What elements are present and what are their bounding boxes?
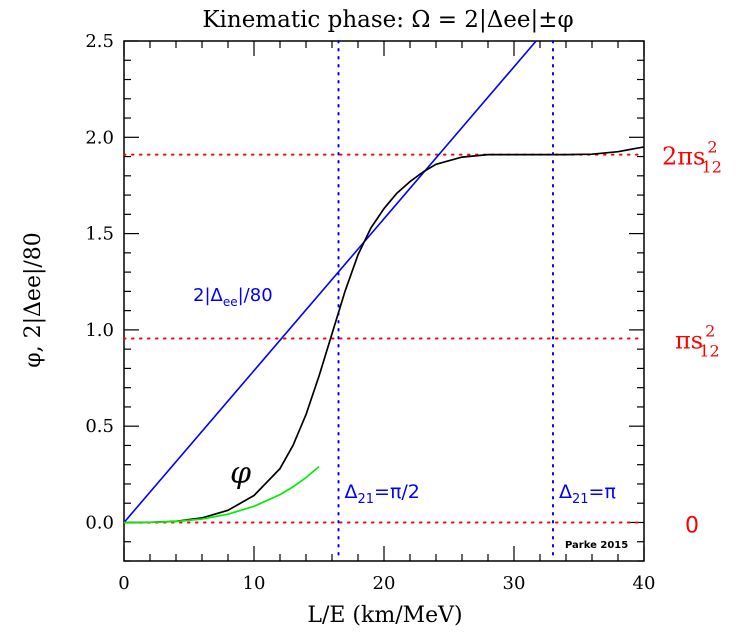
x-tick-label: 10 [243,573,266,594]
hline-label: 0 [685,513,699,538]
hline-label: πs 2 12 [675,322,720,361]
chart-title: Kinematic phase: Ω = 2|Δee|±φ [202,7,573,33]
hline-label: 2πs 2 12 [662,138,722,177]
phi-label: φ [230,456,251,491]
vline-label: Δ21=π [559,481,616,507]
credit-label: Parke 2015 [565,540,628,551]
vline-label: Δ21=π/2 [345,481,420,507]
y-tick-label: 1.5 [85,224,114,245]
y-axis-label: φ, 2|Δee|/80 [21,232,46,368]
blue-line-label: 2|Δee|/80 [193,285,273,309]
plot-area: 0.0 0.5 1.0 1.5 2.0 2.5 0 10 20 30 40 0 πs 2 12 2πs 2 12 Δ… [85,31,722,594]
x-tick-label: 30 [503,573,526,594]
x-axis-label: L/E (km/MeV) [307,603,462,628]
x-tick-label: 0 [118,573,129,594]
y-tick-label: 1.0 [85,320,114,341]
y-tick-label: 0.0 [85,512,114,533]
x-tick-label: 40 [633,573,656,594]
y-tick-label: 0.5 [85,416,114,437]
y-tick-label: 2.5 [85,31,114,52]
y-tick-label: 2.0 [85,127,114,148]
x-tick-label: 20 [373,573,396,594]
phi-curve [123,146,645,524]
approx-curve [123,465,320,524]
delta-ee-line [123,40,537,524]
